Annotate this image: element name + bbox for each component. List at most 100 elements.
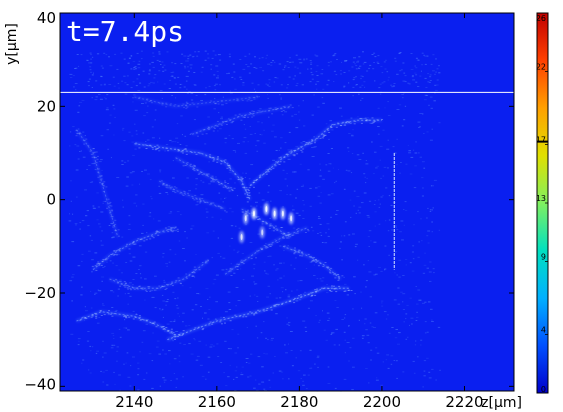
noise-speck [409, 262, 412, 264]
noise-speck [224, 311, 228, 313]
noise-speck [303, 125, 306, 127]
filament-dot [268, 245, 271, 247]
noise-speck [166, 51, 169, 53]
filament-dot [218, 184, 221, 186]
noise-speck [97, 289, 99, 291]
noise-speck [333, 71, 336, 72]
filament-dot [311, 140, 314, 142]
noise-speck [399, 172, 401, 174]
noise-speck [175, 386, 177, 388]
filament-dot [138, 147, 141, 149]
filament-dot [335, 126, 338, 128]
noise-speck [307, 374, 310, 376]
noise-speck [132, 310, 135, 312]
filament-dot [165, 186, 168, 188]
filament-dot [196, 201, 199, 203]
noise-speck [194, 188, 198, 190]
noise-speck [206, 216, 208, 218]
filament-dot [310, 295, 313, 297]
noise-speck [231, 138, 234, 140]
filament-dot [283, 161, 286, 163]
filament-dot [255, 312, 258, 314]
filament-dot [108, 310, 110, 312]
filament-dot [255, 216, 258, 218]
noise-speck [391, 229, 393, 231]
noise-speck [89, 181, 93, 183]
filament-dot [214, 102, 217, 104]
noise-speck [364, 318, 367, 320]
noise-speck [331, 332, 335, 334]
noise-speck [96, 322, 100, 324]
noise-speck [391, 327, 394, 328]
filament-dot [196, 106, 199, 108]
noise-speck [428, 371, 431, 373]
filament-dot [217, 103, 220, 105]
noise-speck [166, 265, 168, 267]
filament-core [249, 119, 382, 187]
noise-speck [90, 290, 92, 292]
noise-speck [343, 188, 346, 190]
noise-speck [242, 279, 245, 281]
noise-speck [96, 192, 99, 194]
noise-speck [235, 376, 238, 378]
filament-dot [212, 157, 215, 159]
noise-speck [410, 69, 414, 70]
noise-speck [201, 66, 204, 68]
filament-dot [261, 223, 264, 225]
noise-speck [317, 106, 320, 108]
filament-dot [299, 294, 302, 296]
filament-dot [247, 197, 250, 199]
noise-speck [365, 160, 367, 161]
noise-speck [88, 164, 91, 166]
filament-dot [241, 211, 244, 213]
noise-speck [352, 61, 355, 63]
noise-speck [72, 75, 75, 77]
noise-speck [266, 94, 269, 96]
noise-speck [248, 362, 251, 364]
noise-speck [160, 309, 164, 311]
filament-dot [141, 288, 143, 290]
filament-dot [365, 120, 368, 122]
noise-speck [382, 195, 384, 197]
noise-speck [70, 180, 72, 182]
filament-dot [293, 154, 296, 156]
filament-dot [143, 240, 146, 242]
noise-speck [189, 54, 192, 56]
filament-dot [331, 124, 334, 125]
filament-dot [252, 181, 255, 183]
filament-dot [109, 201, 112, 203]
noise-speck [358, 159, 362, 160]
filament-dot [228, 167, 231, 169]
filament-dot [316, 290, 319, 292]
noise-speck [424, 252, 426, 254]
noise-speck [295, 197, 297, 199]
noise-speck [78, 340, 80, 342]
filament-dot [287, 235, 290, 237]
noise-speck [233, 78, 236, 80]
noise-speck [287, 84, 289, 86]
filament-dot [199, 200, 202, 202]
noise-speck [217, 54, 221, 56]
filament-dot [224, 121, 227, 122]
filament-dot [155, 326, 158, 328]
noise-speck [326, 292, 329, 294]
noise-speck [102, 371, 105, 373]
filament-dot [151, 147, 154, 148]
filament-dot [124, 282, 127, 284]
noise-speck [419, 156, 422, 158]
noise-speck [281, 114, 284, 116]
noise-speck [302, 200, 305, 201]
noise-speck [430, 185, 433, 187]
noise-speck [405, 318, 407, 320]
noise-speck [164, 69, 167, 71]
filament-dot [293, 252, 296, 254]
filament-dot [170, 227, 173, 229]
noise-speck [243, 124, 245, 126]
filament-dot [292, 154, 295, 156]
noise-speck [116, 254, 119, 256]
noise-speck [126, 75, 129, 77]
noise-speck [173, 358, 177, 360]
noise-speck [298, 58, 302, 60]
filament-layer [75, 95, 383, 342]
noise-speck [273, 61, 276, 63]
